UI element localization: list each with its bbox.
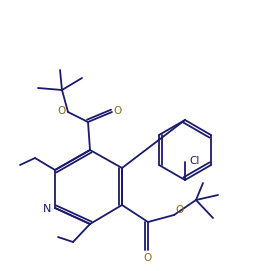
Text: N: N (43, 204, 51, 214)
Text: O: O (58, 106, 66, 116)
Text: O: O (175, 205, 183, 215)
Text: O: O (114, 106, 122, 116)
Text: O: O (144, 253, 152, 263)
Text: Cl: Cl (190, 156, 200, 166)
